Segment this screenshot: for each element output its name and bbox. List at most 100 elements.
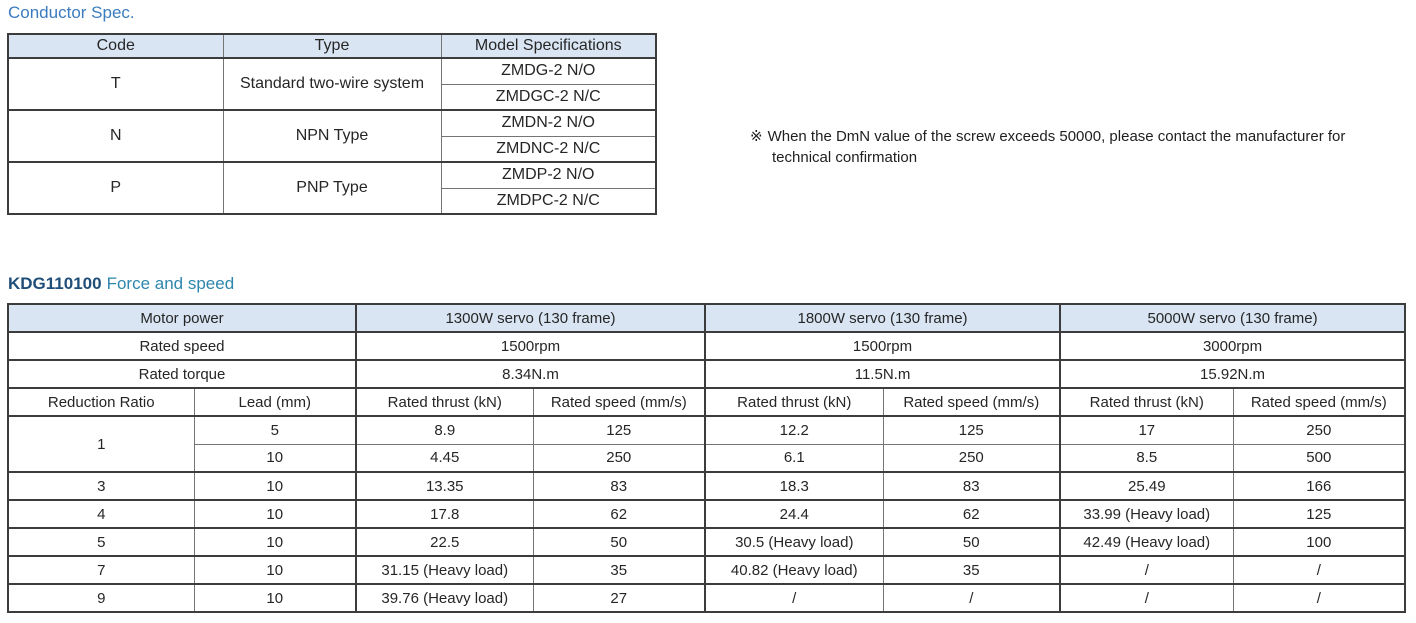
section-title-force-speed: KDG110100 Force and speed xyxy=(8,274,234,294)
column-header-lead: Lead (mm) xyxy=(193,387,357,417)
rated-speed-value: 3000rpm xyxy=(1059,331,1406,361)
speed-cell: 100 xyxy=(1232,527,1406,557)
lead-cell: 10 xyxy=(193,499,357,529)
table-row: ZMDGC-2 N/C xyxy=(8,83,657,111)
column-header-row: Reduction Ratio Lead (mm) Rated thrust (… xyxy=(7,387,1406,417)
thrust-cell: 33.99 (Heavy load) xyxy=(1059,499,1234,529)
speed-cell: 27 xyxy=(532,583,706,613)
reference-mark: ※ xyxy=(750,128,763,145)
thrust-cell: 6.1 xyxy=(704,443,884,473)
speed-cell: 250 xyxy=(532,443,706,473)
model-cell: ZMDPC-2 N/C xyxy=(440,187,657,215)
footnote: ※ When the DmN value of the screw exceeds… xyxy=(750,126,1416,168)
lead-cell: 10 xyxy=(193,583,357,613)
table-row: T Standard two-wire system ZMDG-2 N/O xyxy=(7,57,657,111)
footnote-line2: technical confirmation xyxy=(772,149,918,166)
column-header-code: Code xyxy=(7,33,224,59)
model-cell: ZMDN-2 N/O xyxy=(440,109,657,137)
speed-cell: 50 xyxy=(882,527,1061,557)
rated-speed-row: Rated speed 1500rpm 1500rpm 3000rpm xyxy=(7,331,1406,361)
speed-cell: / xyxy=(1232,555,1406,585)
table-row: 3 10 13.35 83 18.3 83 25.49 166 xyxy=(7,471,1406,501)
servo-header-1300w: 1300W servo (130 frame) xyxy=(354,303,706,333)
speed-cell: 50 xyxy=(532,527,706,557)
servo-header-5000w: 5000W servo (130 frame) xyxy=(1059,303,1406,333)
table-row: ZMDNC-2 N/C xyxy=(8,135,657,163)
speed-cell: 250 xyxy=(882,443,1061,473)
thrust-cell: 31.15 (Heavy load) xyxy=(355,555,534,585)
speed-cell: / xyxy=(1232,583,1406,613)
column-header-thrust: Rated thrust (kN) xyxy=(704,387,884,417)
type-cell: PNP Type xyxy=(222,161,442,215)
thrust-cell: 30.5 (Heavy load) xyxy=(704,527,884,557)
rated-torque-value: 8.34N.m xyxy=(354,359,706,389)
thrust-cell: 4.45 xyxy=(355,443,534,473)
speed-cell: 250 xyxy=(1232,415,1406,445)
speed-cell: 500 xyxy=(1232,443,1406,473)
type-cell: Standard two-wire system xyxy=(222,57,442,111)
section-title-conductor-spec: Conductor Spec. xyxy=(8,3,135,22)
thrust-cell: / xyxy=(1059,583,1234,613)
thrust-cell: 25.49 xyxy=(1059,471,1234,501)
speed-cell: 83 xyxy=(532,471,706,501)
lead-cell: 5 xyxy=(193,415,357,445)
column-header-model-specifications: Model Specifications xyxy=(440,33,657,59)
table-row: 7 10 31.15 (Heavy load) 35 40.82 (Heavy … xyxy=(7,555,1406,585)
speed-cell: 62 xyxy=(882,499,1061,529)
column-header-thrust: Rated thrust (kN) xyxy=(355,387,534,417)
thrust-cell: 8.9 xyxy=(355,415,534,445)
table-row: 4 10 17.8 62 24.4 62 33.99 (Heavy load) … xyxy=(7,499,1406,529)
column-header-thrust: Rated thrust (kN) xyxy=(1059,387,1234,417)
type-cell: NPN Type xyxy=(222,109,442,163)
rated-torque-value: 15.92N.m xyxy=(1059,359,1406,389)
footnote-text: When the DmN value of the screw exceeds … xyxy=(767,128,1346,145)
thrust-cell: 24.4 xyxy=(704,499,884,529)
speed-cell: 125 xyxy=(532,415,706,445)
model-cell: ZMDNC-2 N/C xyxy=(440,135,657,163)
lead-cell: 10 xyxy=(193,527,357,557)
lead-cell: 10 xyxy=(193,471,357,501)
rated-speed-value: 1500rpm xyxy=(704,331,1061,361)
table-row: 9 10 39.76 (Heavy load) 27 / / / / xyxy=(7,583,1406,613)
rated-torque-value: 11.5N.m xyxy=(704,359,1061,389)
thrust-cell: 42.49 (Heavy load) xyxy=(1059,527,1234,557)
motor-power-row: Motor power 1300W servo (130 frame) 1800… xyxy=(7,303,1406,333)
thrust-cell: 17.8 xyxy=(355,499,534,529)
thrust-cell: 22.5 xyxy=(355,527,534,557)
force-speed-table: Motor power 1300W servo (130 frame) 1800… xyxy=(7,303,1407,613)
column-header-reduction-ratio: Reduction Ratio xyxy=(7,387,195,417)
model-cell: ZMDP-2 N/O xyxy=(440,161,657,189)
code-cell: N xyxy=(7,109,224,163)
table-row: P PNP Type ZMDP-2 N/O xyxy=(7,161,657,215)
thrust-cell: / xyxy=(704,583,884,613)
rated-speed-value: 1500rpm xyxy=(354,331,706,361)
table-header-row: Code Type Model Specifications xyxy=(7,33,657,59)
column-header-speed: Rated speed (mm/s) xyxy=(532,387,706,417)
reduction-ratio-cell: 4 xyxy=(7,499,195,529)
code-cell: P xyxy=(7,161,224,215)
table-row: 10 4.45 250 6.1 250 8.5 500 xyxy=(8,443,1406,473)
table-row: ZMDPC-2 N/C xyxy=(8,187,657,215)
reduction-ratio-cell: 7 xyxy=(7,555,195,585)
speed-cell: 35 xyxy=(532,555,706,585)
footnote-line1: ※ When the DmN value of the screw exceeds… xyxy=(750,126,1416,147)
speed-cell: 125 xyxy=(1232,499,1406,529)
thrust-cell: / xyxy=(1059,555,1234,585)
thrust-cell: 18.3 xyxy=(704,471,884,501)
reduction-ratio-cell: 3 xyxy=(7,471,195,501)
thrust-cell: 12.2 xyxy=(704,415,884,445)
column-header-speed: Rated speed (mm/s) xyxy=(882,387,1061,417)
thrust-cell: 13.35 xyxy=(355,471,534,501)
speed-cell: 166 xyxy=(1232,471,1406,501)
speed-cell: 125 xyxy=(882,415,1061,445)
speed-cell: 35 xyxy=(882,555,1061,585)
model-number: KDG110100 xyxy=(8,274,102,293)
model-cell: ZMDGC-2 N/C xyxy=(440,83,657,111)
rated-torque-label: Rated torque xyxy=(7,359,357,389)
table-row: N NPN Type ZMDN-2 N/O xyxy=(7,109,657,163)
conductor-spec-table: Code Type Model Specifications T Standar… xyxy=(7,33,657,215)
thrust-cell: 8.5 xyxy=(1059,443,1234,473)
speed-cell: 83 xyxy=(882,471,1061,501)
code-cell: T xyxy=(7,57,224,111)
servo-header-1800w: 1800W servo (130 frame) xyxy=(704,303,1061,333)
